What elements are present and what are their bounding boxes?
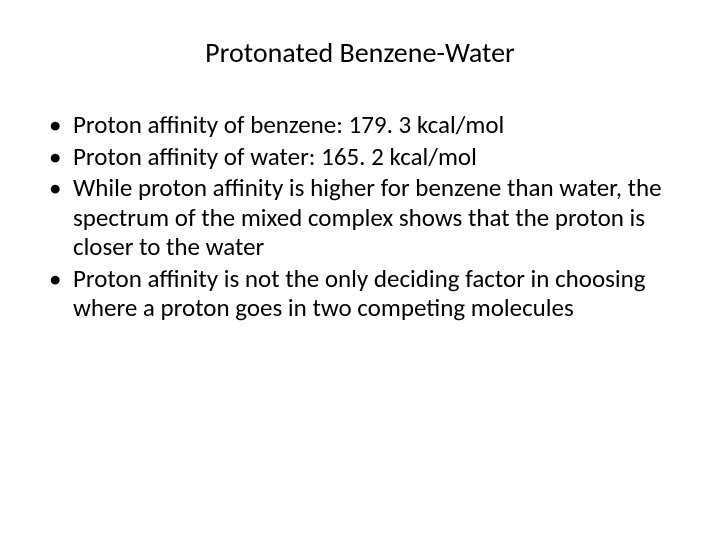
slide-title: Protonated Benzene-Water <box>45 35 675 70</box>
bullet-item: Proton affinity of benzene: 179. 3 kcal/… <box>45 110 675 140</box>
bullet-item: While proton affinity is higher for benz… <box>45 173 675 262</box>
bullet-item: Proton affinity of water: 165. 2 kcal/mo… <box>45 142 675 172</box>
slide-container: Protonated Benzene-Water Proton affinity… <box>0 0 720 540</box>
bullet-item: Proton affinity is not the only deciding… <box>45 264 675 323</box>
bullet-list: Proton affinity of benzene: 179. 3 kcal/… <box>45 110 675 323</box>
